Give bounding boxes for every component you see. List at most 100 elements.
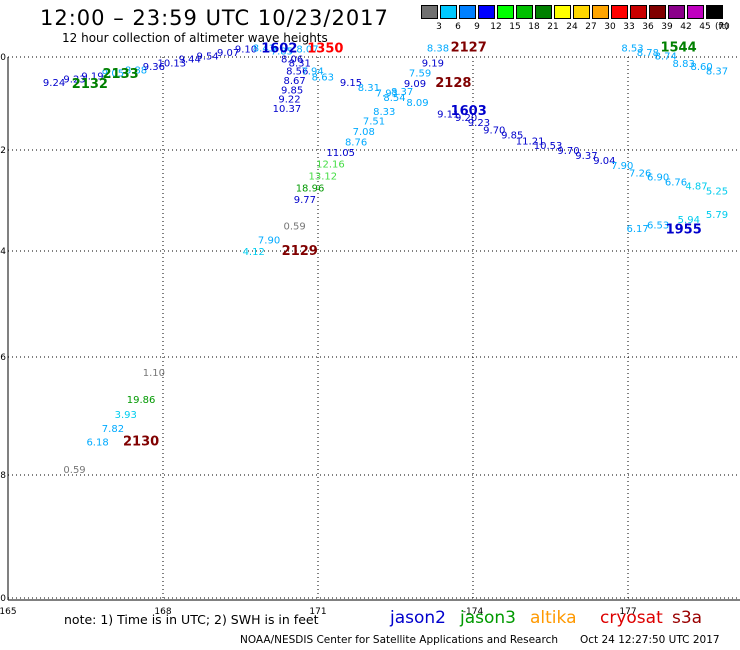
satellite-legend-jason3: jason3 — [460, 608, 516, 628]
longitude-tick-label: 177 — [619, 607, 636, 617]
wave-height-observation: 9.23 — [468, 118, 490, 129]
wave-height-observation: 8.78 — [637, 48, 659, 59]
color-swatch — [611, 5, 628, 19]
color-scale-label: 70 — [718, 22, 730, 32]
wave-height-observation: 6.90 — [647, 172, 669, 183]
wave-height-observation: 8.06 — [281, 55, 303, 66]
color-swatch — [630, 5, 647, 19]
wave-height-observation: 10.37 — [273, 104, 302, 115]
pass-time-label: 1544 — [660, 40, 696, 55]
color-swatch — [421, 5, 438, 19]
color-swatch — [592, 5, 609, 19]
wave-height-observation: 8.38 — [427, 43, 449, 54]
color-scale-label: 12 — [490, 22, 502, 32]
wave-height-observation: 13.12 — [308, 171, 337, 182]
color-swatch — [535, 5, 552, 19]
color-swatch — [497, 5, 514, 19]
longitude-tick-label: 165 — [0, 607, 17, 617]
color-swatch — [649, 5, 666, 19]
wave-height-observation: 8.31 — [358, 83, 380, 94]
note-text: note: 1) Time is in UTC; 2) SWH is in fe… — [64, 612, 319, 627]
wave-height-observation: 9.22 — [278, 95, 300, 106]
wave-height-observation: 9.36 — [143, 62, 165, 73]
wave-height-observation: 9.19 — [422, 58, 444, 69]
wave-height-observation: 9.70 — [557, 146, 579, 157]
wave-height-observation: 9.05 — [102, 69, 124, 80]
wave-height-observation: 3.93 — [115, 410, 137, 421]
color-scale-label: 36 — [642, 22, 654, 32]
satellite-legend-altika: altika — [530, 608, 577, 628]
color-scale-label: 42 — [680, 22, 692, 32]
satellite-legend-cryosat: cryosat — [600, 608, 663, 628]
color-swatch — [573, 5, 590, 19]
wave-height-observation: 8.88 — [125, 65, 147, 76]
wave-height-observation: 7.90 — [611, 161, 633, 172]
wave-height-observation: 8.76 — [345, 137, 367, 148]
wave-height-observation: 8.83 — [673, 59, 695, 70]
wave-height-observation: 9.04 — [593, 156, 615, 167]
color-scale-label: 18 — [528, 22, 540, 32]
color-scale-label: 45 — [699, 22, 711, 32]
pass-time-label: 1602 — [261, 41, 297, 56]
wave-height-observation: 7.85 — [271, 47, 293, 58]
wave-height-observation: 4.12 — [243, 247, 265, 258]
wave-height-observation: 8.07 — [296, 44, 318, 55]
wave-height-observation: 8.54 — [383, 93, 405, 104]
wave-height-observation: 9.20 — [455, 113, 477, 124]
longitude-tick-label: 171 — [309, 607, 326, 617]
color-swatch — [459, 5, 476, 19]
wave-height-observation: 6.17 — [626, 224, 648, 235]
latitude-tick-label: -64 — [0, 247, 6, 257]
latitude-tick-label: -70 — [0, 594, 6, 604]
latitude-tick-label: -68 — [0, 471, 6, 481]
wave-height-observation: 8.33 — [373, 107, 395, 118]
pass-time-label: 2130 — [123, 435, 159, 450]
wave-height-observation: 9.37 — [575, 151, 597, 162]
pass-time-label: 1603 — [451, 104, 487, 119]
color-scale-label: 3 — [436, 22, 442, 32]
wave-height-observation: 8.37 — [391, 87, 413, 98]
wave-height-observation: 7.94 — [301, 67, 323, 78]
color-scale-label: 33 — [623, 22, 635, 32]
wave-height-observation: 7.82 — [102, 424, 124, 435]
wave-height-observation: 10.13 — [157, 58, 186, 69]
wave-height-observation: 9.19 — [81, 71, 103, 82]
wave-height-observation: 9.24 — [43, 78, 65, 89]
wave-height-observation: 9.70 — [483, 126, 505, 137]
wave-height-observation: 7.08 — [353, 127, 375, 138]
wave-height-observation: 11.21 — [516, 136, 545, 147]
wave-height-observation: 8.56 — [286, 67, 308, 78]
color-scale-label: 21 — [547, 22, 559, 32]
wave-height-observation: 11.05 — [326, 148, 355, 159]
wave-height-observation: 8.43 — [253, 43, 275, 54]
pass-time-label: 2133 — [103, 67, 139, 82]
color-scale-unit: (ft) — [715, 22, 729, 32]
wave-height-observation: 6.76 — [665, 177, 687, 188]
wave-height-observation: 0.59 — [284, 221, 306, 232]
pass-time-label: 1350 — [307, 41, 343, 56]
wave-height-observation: 9.85 — [501, 130, 523, 141]
wave-height-observation: 8.53 — [621, 43, 643, 54]
page-subtitle: 12 hour collection of altimeter wave hei… — [62, 31, 328, 45]
wave-height-observation: 6.53 — [647, 220, 669, 231]
satellite-legend-jason2: jason2 — [390, 608, 446, 628]
wave-height-observation: 8.60 — [690, 62, 712, 73]
wave-height-observation: 9.07 — [217, 48, 239, 59]
color-scale-label: 15 — [509, 22, 521, 32]
satellite-legend-s3a: s3a — [672, 608, 703, 628]
wave-height-observation: 1.10 — [143, 368, 165, 379]
footer-timestamp: Oct 24 12:27:50 UTC 2017 — [580, 634, 720, 646]
color-swatch — [554, 5, 571, 19]
wave-height-observation: 8.74 — [655, 51, 677, 62]
wave-height-observation: 9.77 — [294, 195, 316, 206]
wave-height-observation: 7.26 — [629, 168, 651, 179]
wave-height-observation: 5.94 — [678, 215, 700, 226]
color-scale-label: 24 — [566, 22, 578, 32]
latitude-tick-label: -62 — [0, 146, 6, 156]
wave-height-observation: 12.16 — [316, 160, 345, 171]
latitude-tick-label: -66 — [0, 353, 6, 363]
page-title: 12:00 – 23:59 UTC 10/23/2017 — [40, 6, 389, 30]
color-swatch — [440, 5, 457, 19]
wave-height-observation: 8.09 — [406, 98, 428, 109]
